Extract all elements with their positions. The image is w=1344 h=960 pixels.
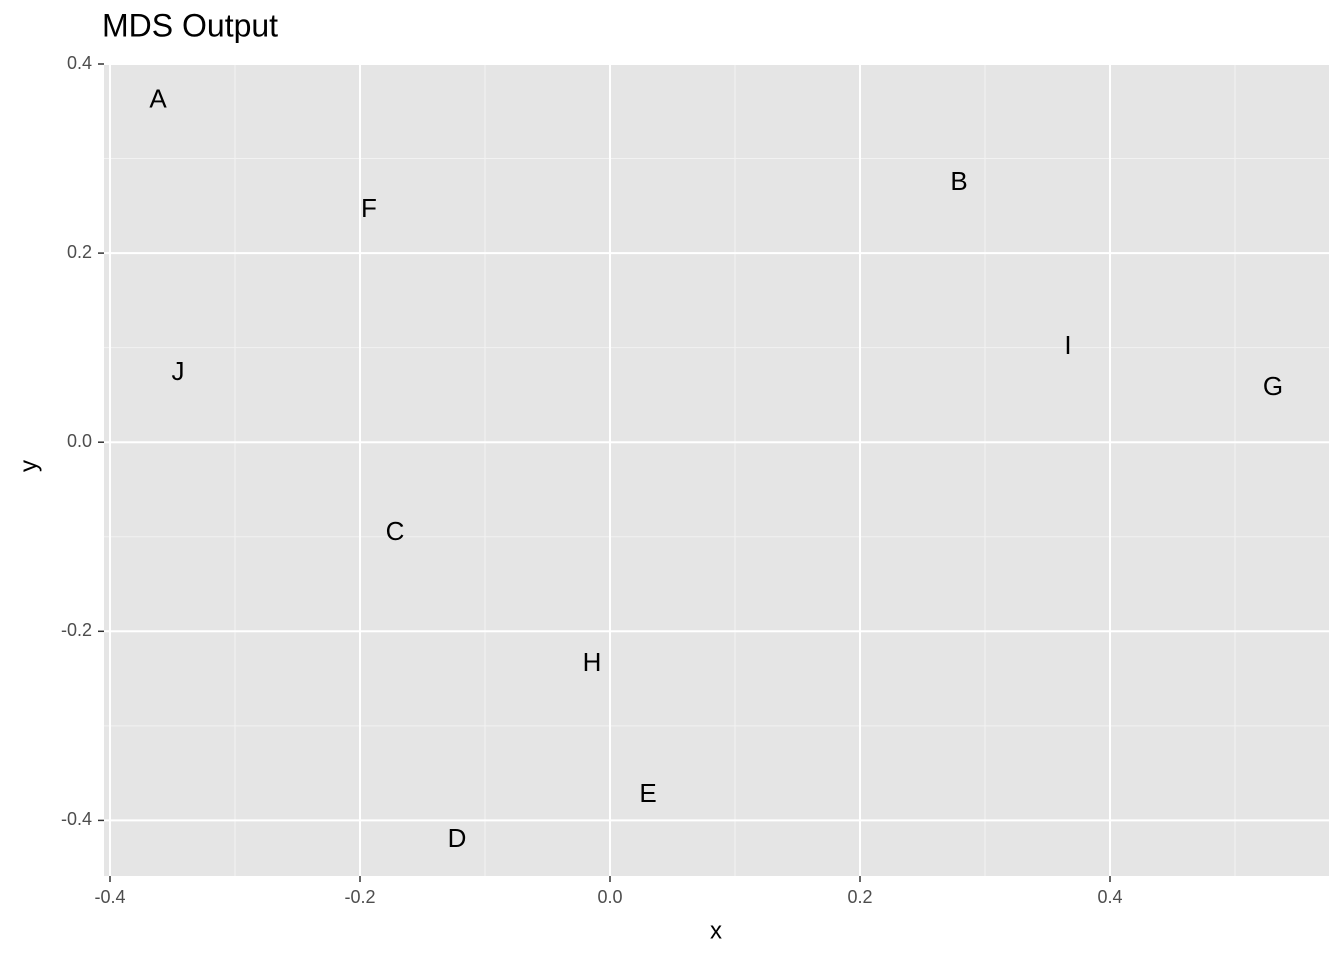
x-tick-label: 0.2 bbox=[847, 887, 872, 907]
point-label: A bbox=[149, 83, 167, 113]
x-tick-label: -0.4 bbox=[94, 887, 125, 907]
point-label: G bbox=[1263, 371, 1283, 401]
x-axis-title: x bbox=[710, 917, 722, 944]
x-tick-label: 0.0 bbox=[597, 887, 622, 907]
y-tick-label: 0.0 bbox=[67, 431, 92, 451]
point-label: E bbox=[639, 778, 656, 808]
y-tick-label: 0.4 bbox=[67, 53, 92, 73]
point-label: C bbox=[386, 516, 405, 546]
y-tick-label: 0.2 bbox=[67, 242, 92, 262]
x-tick-label: 0.4 bbox=[1097, 887, 1122, 907]
y-tick-label: -0.2 bbox=[61, 620, 92, 640]
y-axis-title: y bbox=[15, 460, 42, 472]
chart-title: MDS Output bbox=[102, 7, 278, 43]
point-label: F bbox=[361, 193, 377, 223]
point-label: H bbox=[583, 647, 602, 677]
point-label: J bbox=[172, 356, 185, 386]
point-label: I bbox=[1064, 330, 1071, 360]
x-tick-label: -0.2 bbox=[344, 887, 375, 907]
y-tick-label: -0.4 bbox=[61, 809, 92, 829]
plot-panel bbox=[104, 64, 1329, 876]
point-label: D bbox=[448, 823, 467, 853]
point-label: B bbox=[950, 166, 967, 196]
